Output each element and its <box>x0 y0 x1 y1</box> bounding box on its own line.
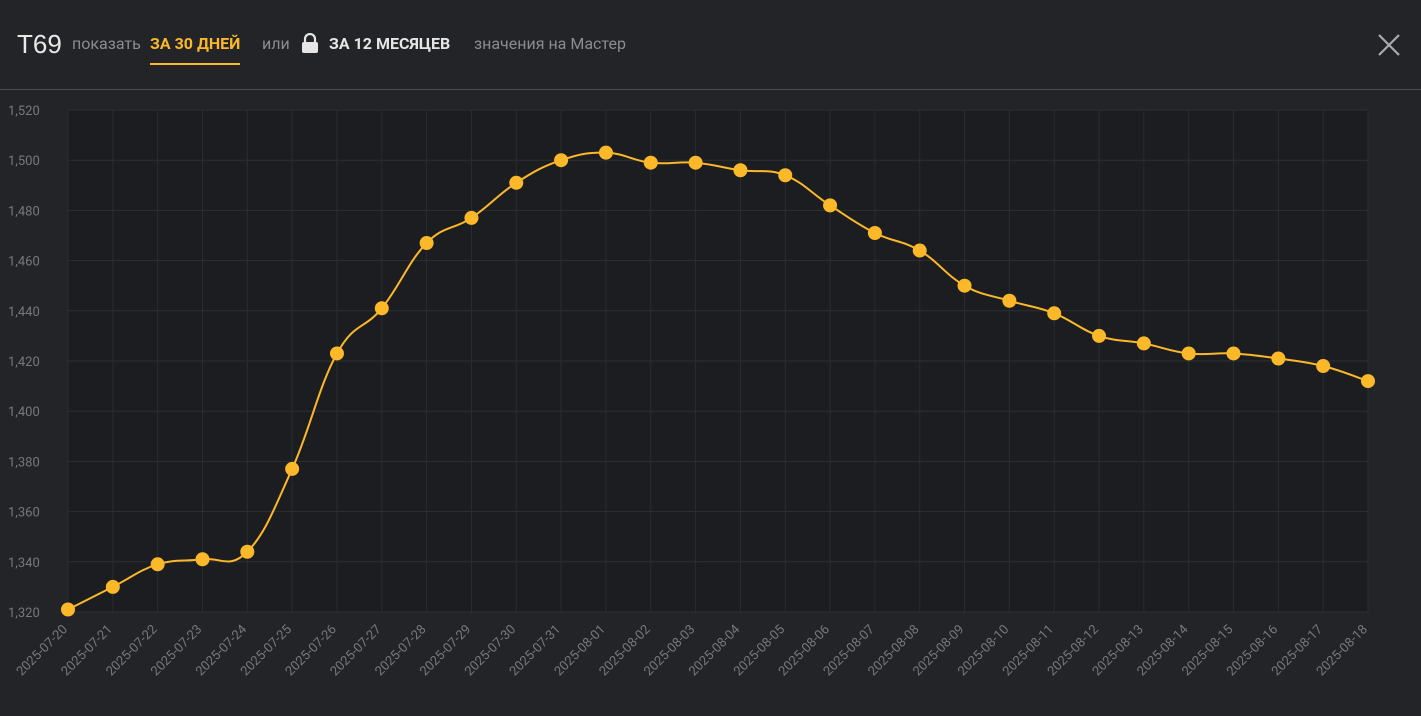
point <box>1136 336 1151 351</box>
point <box>1271 351 1286 366</box>
y-tick-label: 1,420 <box>8 355 40 370</box>
point <box>195 552 210 567</box>
point <box>912 243 927 258</box>
y-tick-label: 1,500 <box>8 154 40 169</box>
point <box>643 155 658 170</box>
point <box>778 168 793 183</box>
point <box>509 175 524 190</box>
title: T69 <box>17 29 62 59</box>
point <box>240 544 255 559</box>
y-tick-label: 1,400 <box>8 405 40 420</box>
point <box>1047 306 1062 321</box>
lock-icon <box>302 33 318 53</box>
y-tick-label: 1,320 <box>8 606 40 621</box>
y-tick-label: 1,340 <box>8 556 40 571</box>
point <box>867 225 882 240</box>
y-tick-label: 1,360 <box>8 506 40 521</box>
y-tick-label: 1,520 <box>8 104 40 119</box>
point <box>733 163 748 178</box>
point <box>1181 346 1196 361</box>
point <box>374 301 389 316</box>
point <box>150 557 165 572</box>
point <box>688 155 703 170</box>
tab-12-months[interactable]: ЗА 12 МЕСЯЦЕВ <box>329 34 451 53</box>
point <box>598 145 613 160</box>
point <box>1361 374 1375 389</box>
point <box>419 236 434 251</box>
y-tick-label: 1,380 <box>8 455 40 470</box>
point <box>1002 293 1017 308</box>
show-label: показать <box>72 34 141 53</box>
point <box>464 210 479 225</box>
point <box>1092 328 1107 343</box>
point <box>61 602 75 617</box>
suffix: значения на Мастер <box>474 34 626 53</box>
tab-30-days[interactable]: ЗА 30 ДНЕЙ <box>150 34 241 65</box>
or-label: или <box>262 34 290 53</box>
point <box>105 579 120 594</box>
y-tick-label: 1,460 <box>8 255 40 270</box>
point <box>957 278 972 293</box>
point <box>329 346 344 361</box>
header: T69 показать ЗА 30 ДНЕЙ или ЗА 12 МЕСЯЦЕ… <box>0 0 1421 90</box>
y-tick-label: 1,440 <box>8 305 40 320</box>
point <box>554 153 569 168</box>
close-button[interactable] <box>1377 33 1401 57</box>
point <box>823 198 838 213</box>
point <box>1226 346 1241 361</box>
point <box>285 461 300 476</box>
chart: 1,320 1,340 1,360 1,380 1,400 1,420 1,440 1,460… <box>8 104 1375 679</box>
point <box>1316 359 1331 374</box>
y-tick-label: 1,480 <box>8 204 40 219</box>
